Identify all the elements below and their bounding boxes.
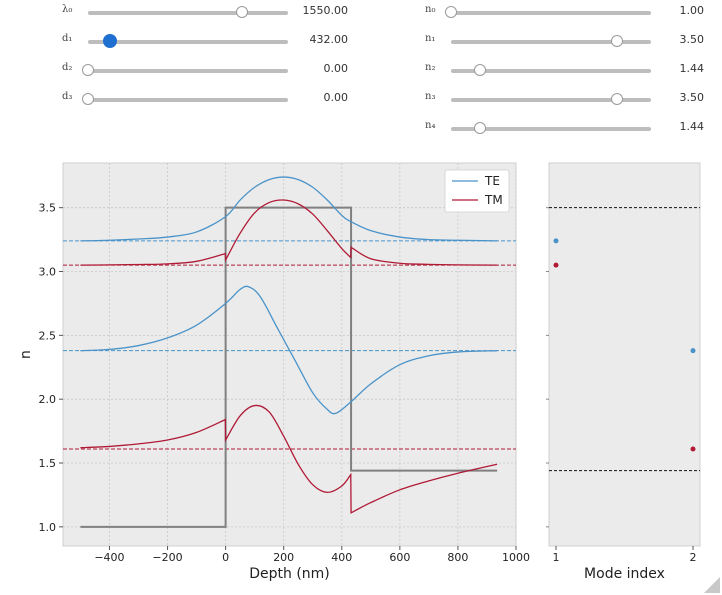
slider-value: 0.00 [323,91,349,104]
y-axis-label: n [18,350,34,359]
slider-handle[interactable] [82,64,94,76]
index-profile-line [80,206,498,528]
sliders_left-slider-3[interactable]: d₃ 0.00 [62,89,362,109]
slider-label: d₂ [62,62,73,73]
sliders_right-slider-0[interactable]: n₀ 1.00 [425,2,715,22]
slider-label: λ₀ [62,4,73,15]
slider-handle[interactable] [611,93,623,105]
slider-track[interactable] [88,98,288,102]
resize-grip-icon[interactable] [704,577,720,593]
mode-point-tm [690,446,696,452]
slider-track[interactable] [88,11,288,15]
mode-point-te [690,348,696,354]
slider-track[interactable] [451,98,651,102]
slider-value: 0.00 [323,62,349,75]
x-tick-label: 400 [331,551,352,564]
legend-label-te: TE [484,174,500,188]
slider-handle[interactable] [236,6,248,18]
slider-label: n₀ [425,4,436,15]
plot-area [62,162,517,547]
slider-value: 1.44 [679,62,705,75]
slider-label: n₄ [425,120,436,131]
slider-value: 432.00 [309,33,349,46]
side-x-tick-label: 1 [553,551,560,564]
x-tick-label: 0 [222,551,229,564]
mode-profile-tm-1 [80,199,498,266]
y-tick-label: 1.0 [39,521,57,534]
sliders_left-slider-0[interactable]: λ₀ 1550.00 [62,2,362,22]
y-tick-label: 2.5 [39,329,57,342]
slider-track[interactable] [451,40,651,44]
y-tick-label: 2.0 [39,393,57,406]
slider-handle[interactable] [474,122,487,134]
slider-label: n₂ [425,62,436,73]
slider-track[interactable] [88,69,288,73]
mode-index-plot-area [548,162,701,547]
mode-profile-te-2 [80,285,498,415]
legend-label-tm: TM [484,193,503,207]
side-x-axis-label: Mode index [584,566,665,582]
y-tick-label: 3.5 [39,202,57,215]
slider-handle[interactable] [611,35,623,47]
slider-handle[interactable] [445,6,457,18]
slider-track[interactable] [88,40,288,44]
slider-label: d₁ [62,33,73,44]
slider-track[interactable] [451,11,651,15]
slider-track[interactable] [451,127,651,131]
x-tick-label: −400 [94,551,124,564]
slider-track[interactable] [451,69,651,73]
y-tick-label: 1.5 [39,457,57,470]
sliders_right-slider-2[interactable]: n₂ 1.44 [425,60,715,80]
slider-value: 3.50 [679,33,705,46]
sliders_left-slider-2[interactable]: d₂ 0.00 [62,60,362,80]
mode-profile-tm-3 [80,404,498,514]
x-tick-label: −200 [152,551,182,564]
slider-value: 3.50 [679,91,705,104]
x-tick-label: 600 [389,551,410,564]
slider-handle[interactable] [102,34,117,48]
slider-value: 1.44 [679,120,705,133]
slider-value: 1.00 [679,4,705,17]
mode-point-te [553,238,559,244]
side-x-tick-label: 2 [690,551,697,564]
x-tick-label: 800 [447,551,468,564]
sliders_right-slider-4[interactable]: n₄ 1.44 [425,118,715,138]
slider-handle[interactable] [474,64,487,76]
slider-handle[interactable] [82,93,94,105]
x-tick-label: 1000 [502,551,530,564]
slider-label: d₃ [62,91,73,102]
slider-value: 1550.00 [302,4,349,17]
x-tick-label: 200 [273,551,294,564]
x-axis-label: Depth (nm) [249,566,330,582]
y-tick-label: 3.0 [39,266,57,279]
sliders_right-slider-3[interactable]: n₃ 3.50 [425,89,715,109]
slider-label: n₃ [425,91,436,102]
sliders_right-slider-1[interactable]: n₁ 3.50 [425,31,715,51]
mode-profile-te-0 [80,176,498,242]
sliders_left-slider-1[interactable]: d₁ 432.00 [62,31,362,51]
mode-point-tm [553,262,559,268]
legend: TE TM [444,169,510,213]
slider-label: n₁ [425,33,436,44]
